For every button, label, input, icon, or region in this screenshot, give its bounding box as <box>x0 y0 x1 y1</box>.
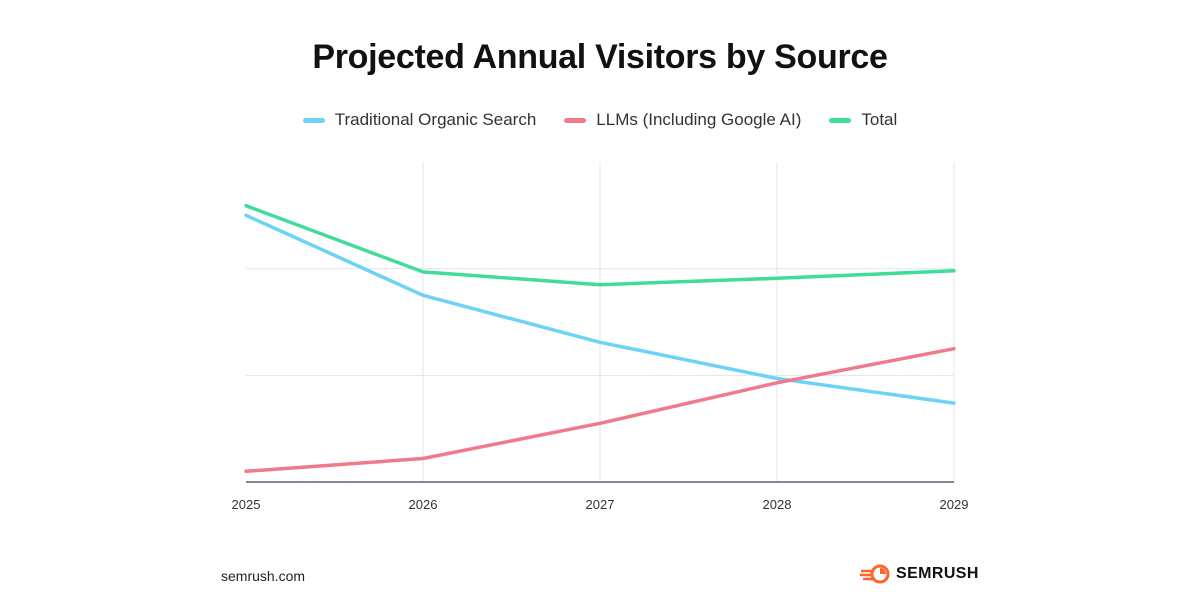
legend-swatch-llms <box>564 117 587 123</box>
chart-legend: Traditional Organic Search LLMs (Includi… <box>0 110 1200 130</box>
tick-layer: 2025 2026 2027 2028 2029 <box>232 497 969 512</box>
legend-label-total: Total <box>861 110 898 129</box>
x-tick-label-2029: 2029 <box>940 497 969 512</box>
x-tick-label-2026: 2026 <box>409 497 438 512</box>
legend-label-organic: Traditional Organic Search <box>334 110 537 129</box>
series-line-total <box>244 203 956 287</box>
x-tick-label-2025: 2025 <box>232 497 261 512</box>
grid-layer <box>246 162 955 483</box>
x-tick-label-2028: 2028 <box>763 497 792 512</box>
brand-name: SEMRUSH <box>896 565 979 582</box>
legend-swatch-total <box>829 117 852 123</box>
series-line-llms-including-google-ai <box>244 346 956 474</box>
series-line-traditional-organic-search <box>244 213 956 405</box>
legend-item-llms: LLMs (Including Google AI) <box>564 110 801 130</box>
legend-item-organic: Traditional Organic Search <box>302 110 537 130</box>
legend-swatch-organic <box>302 117 325 123</box>
brand-logo: SEMRUSH <box>860 564 979 584</box>
semrush-logo-icon <box>860 564 890 584</box>
chart-title: Projected Annual Visitors by Source <box>312 38 888 76</box>
series-layer <box>244 203 956 474</box>
footer-url: semrush.com <box>221 568 306 584</box>
legend-label-llms: LLMs (Including Google AI) <box>596 110 802 129</box>
legend-item-total: Total <box>829 110 897 130</box>
x-tick-label-2027: 2027 <box>586 497 615 512</box>
